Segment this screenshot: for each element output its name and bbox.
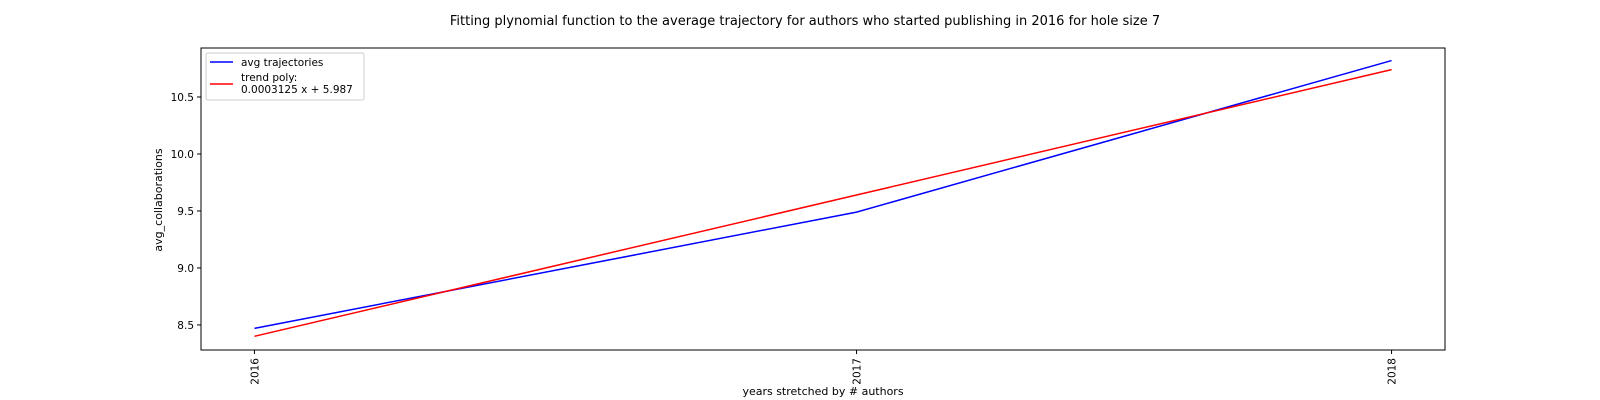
y-tick-label-8.5: 8.5 (177, 320, 194, 332)
plot-area (200, 47, 1446, 351)
y-tick-label-9.5: 9.5 (177, 206, 194, 218)
legend-label-trend-poly-equation: 0.0003125 x + 5.987 (241, 84, 353, 96)
legend-box (205, 52, 365, 101)
legend: avg trajectories trend poly: 0.0003125 x… (205, 52, 365, 101)
x-tick-label-2017: 2017 (852, 358, 864, 385)
y-axis-label: avg_collaborations (152, 148, 165, 251)
y-axis: 8.5 9.0 9.5 10.0 10.5 (171, 92, 201, 332)
series-line-avg-trajectories (254, 59, 1392, 330)
series-line-trend-poly (254, 68, 1392, 338)
legend-label-trend-poly: trend poly: (241, 72, 297, 84)
series-lines (254, 59, 1392, 338)
y-tick-label-10.0: 10.0 (171, 149, 194, 161)
x-tick-label-2018: 2018 (1387, 358, 1399, 385)
x-axis-label: years stretched by # authors (742, 385, 903, 398)
x-axis: 2016 2017 2018 (249, 350, 1399, 385)
y-tick-label-9.0: 9.0 (177, 263, 194, 275)
y-tick-label-10.5: 10.5 (171, 92, 194, 104)
x-tick-label-2016: 2016 (249, 358, 261, 385)
legend-label-avg-trajectories: avg trajectories (241, 57, 323, 69)
chart-title: Fitting plynomial function to the averag… (450, 14, 1160, 29)
